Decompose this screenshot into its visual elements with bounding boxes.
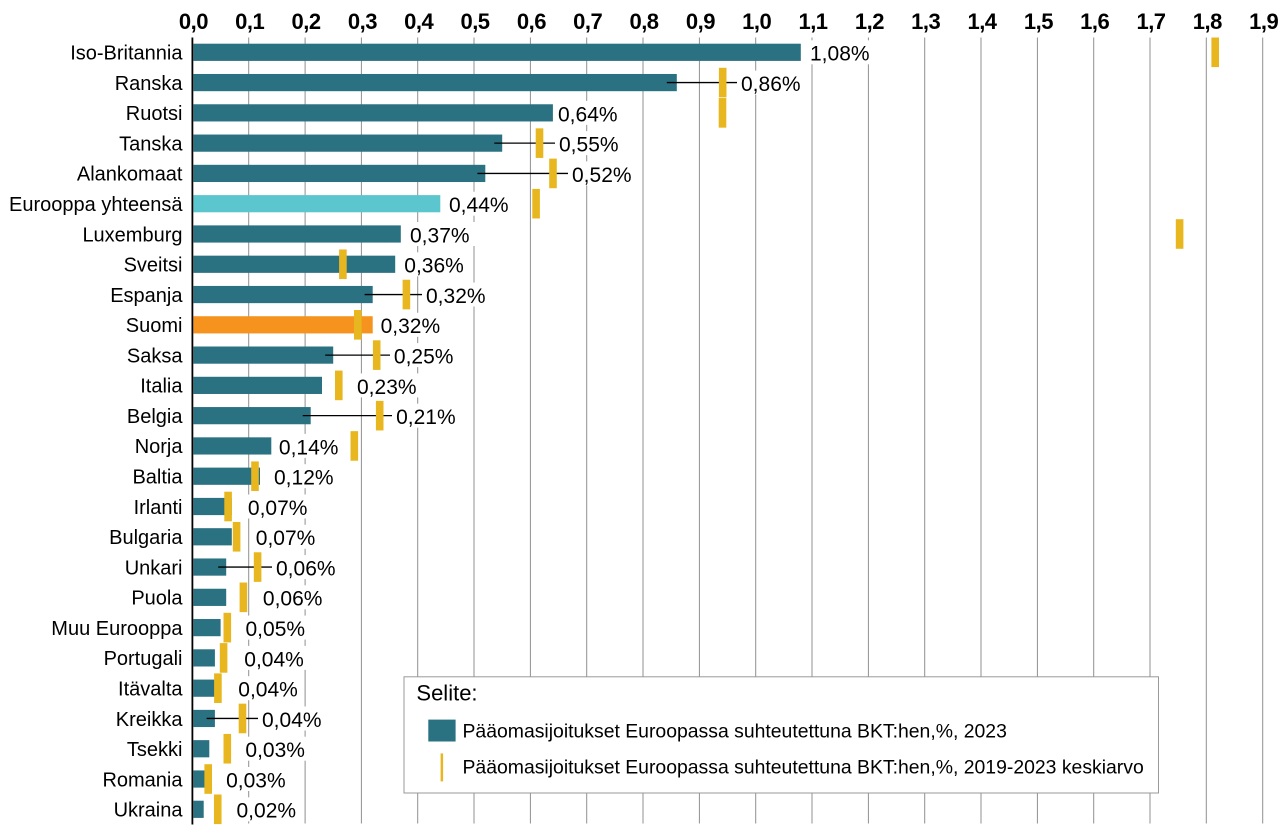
svg-text:0,36%: 0,36%	[404, 255, 464, 278]
svg-text:0,0: 0,0	[179, 9, 208, 34]
svg-text:Belgia: Belgia	[127, 406, 183, 428]
svg-text:0,8: 0,8	[629, 9, 658, 34]
svg-text:Suomi: Suomi	[126, 315, 183, 337]
svg-text:0,55%: 0,55%	[559, 134, 619, 157]
svg-text:1,2: 1,2	[855, 9, 884, 34]
svg-text:Italia: Italia	[140, 376, 183, 398]
svg-text:1,9: 1,9	[1249, 9, 1278, 34]
svg-text:0,14%: 0,14%	[279, 436, 339, 459]
svg-text:1,3: 1,3	[911, 9, 940, 34]
svg-text:Eurooppa yhteensä: Eurooppa yhteensä	[9, 194, 183, 216]
svg-text:Saksa: Saksa	[127, 345, 183, 367]
svg-text:0,64%: 0,64%	[558, 103, 618, 126]
svg-text:Luxemburg: Luxemburg	[82, 224, 182, 246]
svg-text:0,32%: 0,32%	[426, 285, 486, 308]
svg-text:Ranska: Ranska	[115, 73, 184, 95]
svg-text:0,2: 0,2	[292, 9, 321, 34]
svg-text:1,08%: 1,08%	[810, 43, 870, 66]
svg-text:Bulgaria: Bulgaria	[109, 527, 183, 549]
svg-text:Itävalta: Itävalta	[118, 678, 183, 700]
svg-text:Pääomasijoitukset Euroopassa s: Pääomasijoitukset Euroopassa suhteutettu…	[463, 720, 1007, 742]
svg-text:Kreikka: Kreikka	[116, 709, 184, 731]
svg-text:0,04%: 0,04%	[244, 648, 304, 671]
svg-text:0,86%: 0,86%	[741, 73, 801, 96]
svg-text:1,6: 1,6	[1080, 9, 1109, 34]
svg-text:0,06%: 0,06%	[263, 588, 323, 611]
svg-text:1,8: 1,8	[1193, 9, 1222, 34]
svg-text:1,1: 1,1	[798, 9, 827, 34]
svg-text:Tsekki: Tsekki	[127, 739, 183, 761]
svg-text:0,52%: 0,52%	[572, 164, 632, 187]
svg-text:Baltia: Baltia	[132, 467, 183, 489]
svg-text:0,12%: 0,12%	[274, 467, 334, 490]
svg-text:0,07%: 0,07%	[248, 497, 308, 520]
svg-text:0,06%: 0,06%	[276, 557, 336, 580]
svg-text:Norja: Norja	[135, 436, 184, 458]
svg-text:Ruotsi: Ruotsi	[126, 103, 183, 125]
svg-text:0,03%: 0,03%	[226, 769, 286, 792]
svg-text:0,44%: 0,44%	[449, 194, 509, 217]
svg-text:Portugali: Portugali	[104, 648, 183, 670]
svg-text:1,7: 1,7	[1136, 9, 1165, 34]
svg-text:0,07%: 0,07%	[256, 527, 316, 550]
svg-text:0,04%: 0,04%	[238, 679, 298, 702]
svg-text:0,4: 0,4	[404, 9, 434, 34]
svg-text:Tanska: Tanska	[119, 133, 183, 155]
svg-text:Espanja: Espanja	[110, 285, 183, 307]
svg-text:Selite:: Selite:	[416, 681, 477, 706]
svg-text:0,3: 0,3	[348, 9, 377, 34]
svg-text:0,37%: 0,37%	[410, 224, 470, 247]
svg-text:Alankomaat: Alankomaat	[77, 164, 183, 186]
svg-text:Unkari: Unkari	[125, 557, 183, 579]
svg-text:0,7: 0,7	[573, 9, 602, 34]
svg-text:0,6: 0,6	[517, 9, 546, 34]
svg-text:Muu Eurooppa: Muu Eurooppa	[51, 618, 183, 640]
svg-text:Irlanti: Irlanti	[134, 497, 183, 519]
svg-text:1,4: 1,4	[967, 9, 997, 34]
svg-text:0,05%: 0,05%	[246, 618, 306, 641]
svg-text:Romania: Romania	[102, 769, 183, 791]
svg-text:0,03%: 0,03%	[245, 739, 305, 762]
svg-text:Puola: Puola	[131, 588, 183, 610]
svg-text:0,23%: 0,23%	[357, 376, 417, 399]
svg-text:0,1: 0,1	[235, 9, 264, 34]
svg-text:0,32%: 0,32%	[381, 315, 441, 338]
svg-text:0,02%: 0,02%	[237, 800, 297, 823]
svg-text:1,0: 1,0	[742, 9, 771, 34]
svg-text:0,9: 0,9	[686, 9, 715, 34]
svg-text:Sveitsi: Sveitsi	[124, 255, 183, 277]
svg-text:Iso-Britannia: Iso-Britannia	[70, 43, 183, 65]
svg-text:0,5: 0,5	[460, 9, 489, 34]
svg-text:0,04%: 0,04%	[262, 709, 322, 732]
svg-text:Pääomasijoitukset Euroopassa s: Pääomasijoitukset Euroopassa suhteutettu…	[463, 757, 1144, 779]
svg-text:0,25%: 0,25%	[394, 346, 454, 369]
svg-text:0,21%: 0,21%	[396, 406, 456, 429]
svg-text:1,5: 1,5	[1024, 9, 1053, 34]
svg-text:Ukraina: Ukraina	[114, 800, 184, 822]
